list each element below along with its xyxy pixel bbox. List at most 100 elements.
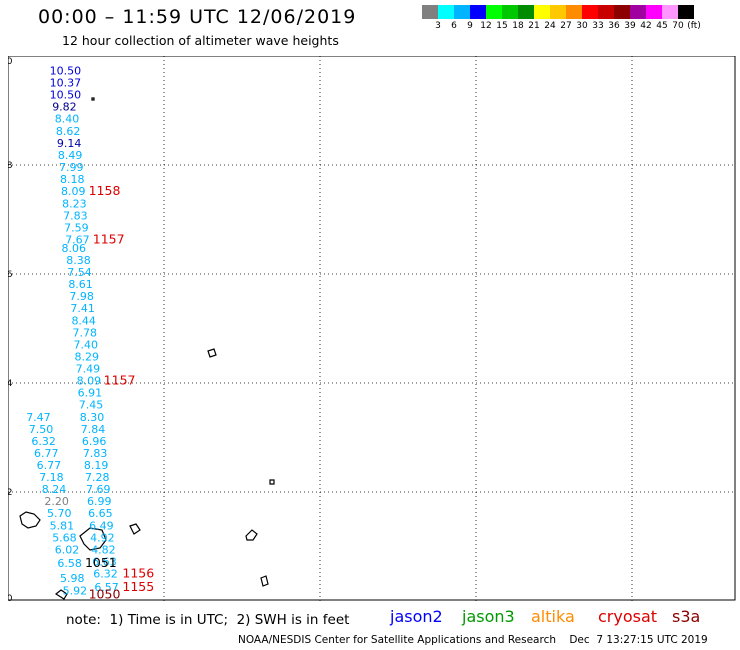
legend-label: 27 [560, 21, 572, 31]
wave-height-value: 7.28 [85, 471, 110, 484]
wave-height-value: 5.98 [60, 572, 85, 585]
wave-height-value: 6.91 [78, 387, 103, 400]
legend-label: 70 [672, 21, 684, 31]
color-legend-bar [422, 5, 694, 19]
wave-height-value: 6.32 [31, 435, 56, 448]
wave-height-value: 2.20 [44, 495, 69, 508]
wave-height-value: 7.67 [65, 233, 90, 246]
wave-height-value: 8.09 [61, 185, 86, 198]
legend-label: 36 [608, 21, 620, 31]
wave-height-value: 8.61 [68, 278, 93, 291]
wave-height-value: 10.37 [50, 77, 82, 90]
wave-height-value: 4.92 [90, 532, 115, 545]
lat-tick-label: 14 [8, 379, 13, 389]
legend-swatch [470, 5, 486, 19]
legend-label: 39 [624, 21, 636, 31]
wave-height-value: 6.57 [94, 581, 119, 594]
satellite-cryosat: cryosat [598, 607, 658, 626]
legend-label: 3 [435, 21, 441, 31]
wave-height-value: 8.09 [77, 375, 102, 388]
wave-height-value: 9.14 [57, 137, 82, 150]
wave-height-value: 7.99 [59, 161, 84, 174]
wave-height-value: 8.29 [75, 351, 100, 364]
wave-height-value: 10.50 [50, 65, 82, 78]
legend-swatch [534, 5, 550, 19]
map-frame [8, 56, 736, 601]
wave-height-value: 6.99 [87, 495, 112, 508]
wave-height-value: 4.82 [91, 544, 116, 557]
legend-label: 45 [656, 21, 668, 31]
island-outline [260, 575, 269, 587]
time-label: 1051 [85, 555, 117, 570]
satellite-s3a: s3a [672, 607, 701, 626]
wave-height-value: 6.77 [34, 447, 59, 460]
island-outline [91, 97, 95, 101]
wave-height-value: 7.47 [26, 411, 51, 424]
legend-swatch [662, 5, 678, 19]
legend-swatch [438, 5, 454, 19]
wave-height-value: 9.82 [52, 101, 76, 114]
island-outline [129, 523, 141, 535]
time-label: 1157 [104, 373, 136, 388]
wave-height-value: 7.45 [79, 399, 104, 412]
wave-height-value: 7.78 [72, 327, 97, 340]
wave-height-value: 8.40 [55, 112, 80, 125]
wave-height-value: 7.41 [70, 302, 95, 315]
wave-height-value: 7.83 [83, 447, 108, 460]
legend-swatch [630, 5, 646, 19]
wave-height-value: 8.49 [58, 149, 83, 162]
time-label: 1158 [89, 183, 121, 198]
time-label: 1157 [93, 231, 125, 246]
legend-label: 9 [467, 21, 473, 31]
lat-tick-label: 10 [8, 594, 13, 601]
legend-swatch [502, 5, 518, 19]
legend-swatch [582, 5, 598, 19]
lat-tick-label: 18 [8, 161, 13, 171]
wave-height-value: 5.70 [47, 507, 72, 520]
legend-swatch [422, 5, 438, 19]
legend-label: 21 [528, 21, 540, 31]
island-outline [207, 348, 217, 358]
wave-height-value: 7.83 [63, 210, 87, 223]
wave-height-value: 6.65 [88, 507, 113, 520]
legend-swatch [454, 5, 470, 19]
legend-label: 18 [512, 21, 524, 31]
wave-height-value: 6.63 [92, 556, 117, 569]
wave-height-value: 6.58 [57, 557, 82, 570]
wave-height-map: 10.5010.3710.509.828.408.629.148.497.998… [8, 56, 736, 601]
satellite-jason2: jason2 [390, 607, 443, 626]
wave-height-value: 6.49 [89, 520, 114, 533]
legend-label: (ft) [687, 21, 701, 31]
legend-swatch [678, 5, 694, 19]
wave-height-value: 10.50 [50, 89, 82, 102]
map-title: 00:00 – 11:59 UTC 12/06/2019 [38, 6, 357, 28]
legend-swatch [614, 5, 630, 19]
wave-height-value: 8.62 [56, 125, 80, 138]
satellite-jason3: jason3 [462, 607, 515, 626]
legend-swatch [598, 5, 614, 19]
wave-height-value: 8.06 [62, 242, 86, 255]
island-outline [19, 511, 41, 529]
wave-height-value: 7.98 [69, 290, 94, 303]
island-outline [269, 479, 275, 485]
island-outline [79, 527, 107, 551]
wave-height-value: 5.81 [50, 520, 75, 533]
island-outline [245, 529, 258, 541]
island-outline [54, 589, 68, 600]
time-label: 1155 [122, 579, 154, 594]
wave-height-value: 6.96 [82, 435, 107, 448]
legend-label: 42 [640, 21, 652, 31]
wave-height-value: 6.02 [55, 544, 80, 557]
wave-height-value: 6.77 [37, 459, 62, 472]
lat-tick-label: 12 [8, 488, 12, 498]
legend-label: 30 [576, 21, 588, 31]
lat-tick-label: 20 [8, 57, 13, 67]
legend-swatch [518, 5, 534, 19]
legend-swatch [646, 5, 662, 19]
wave-height-value: 8.30 [80, 411, 105, 424]
map-subtitle: 12 hour collection of altimeter wave hei… [62, 33, 339, 48]
wave-height-value: 8.18 [60, 173, 85, 186]
wave-height-value: 8.24 [42, 483, 67, 496]
wave-height-value: 8.19 [84, 459, 109, 472]
wave-height-value: 7.69 [86, 483, 111, 496]
